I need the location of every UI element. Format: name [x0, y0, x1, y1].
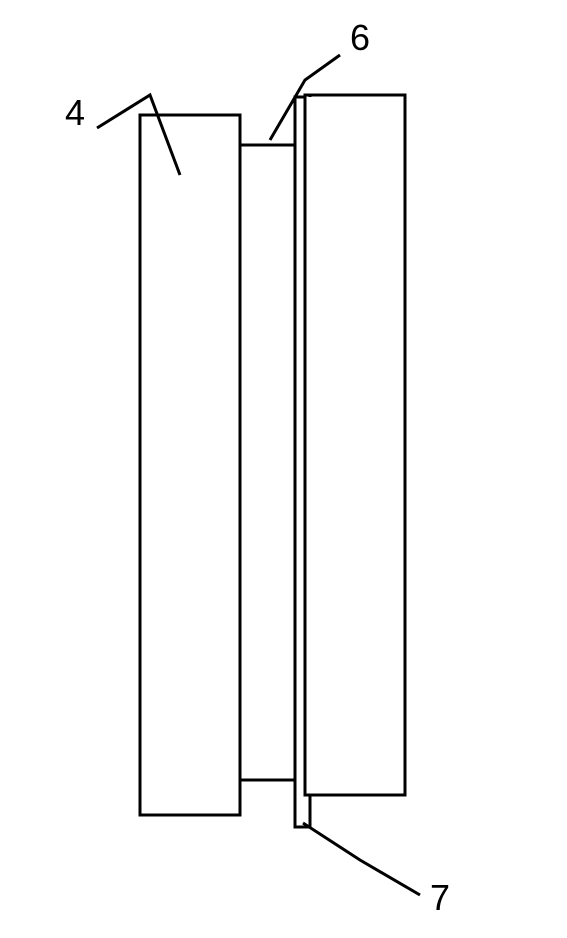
- right-rect: [305, 95, 405, 795]
- technical-diagram: 4 6 7: [0, 0, 567, 938]
- label-4-text: 4: [65, 92, 85, 133]
- part-4-rect: [140, 115, 240, 815]
- label-6-text: 6: [350, 17, 370, 58]
- label-7-text: 7: [430, 877, 450, 918]
- label-7-leader: [303, 823, 420, 895]
